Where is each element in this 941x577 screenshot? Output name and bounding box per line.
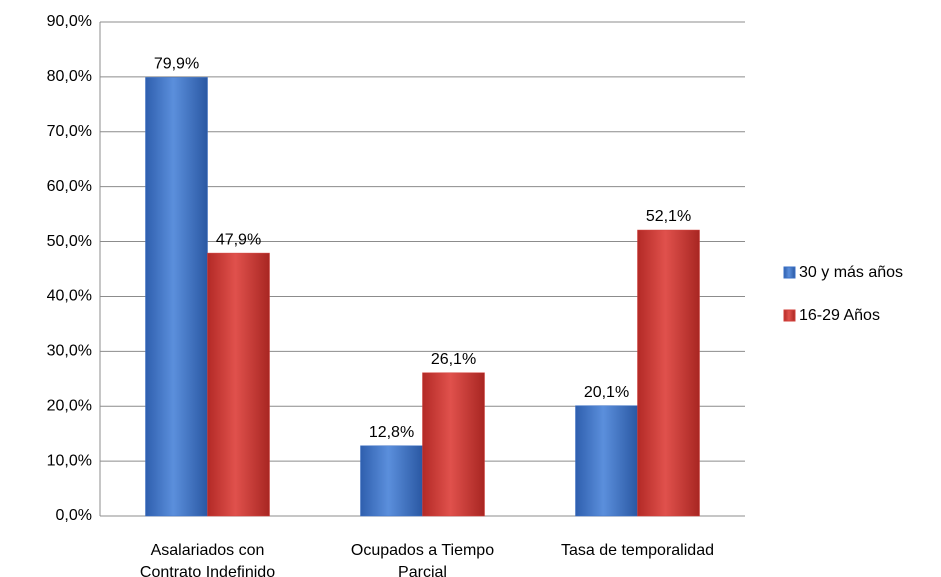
y-tick-label: 0,0% — [56, 507, 92, 524]
bar — [637, 229, 700, 517]
y-tick-label: 50,0% — [47, 233, 92, 250]
y-tick-label: 30,0% — [47, 343, 92, 360]
bar — [575, 405, 638, 517]
bar — [207, 252, 270, 517]
x-tick-label: Ocupados a Tiempo Parcial — [350, 542, 495, 577]
legend-swatch — [783, 266, 796, 279]
data-label: 12,8% — [369, 424, 414, 441]
y-tick-label: 20,0% — [47, 397, 92, 414]
legend-label: 30 y más años — [799, 264, 903, 281]
x-tick-label: Asalariados con Contrato Indefinido — [139, 542, 276, 577]
data-label: 52,1% — [646, 208, 691, 225]
bar — [145, 77, 208, 517]
y-tick-label: 80,0% — [47, 68, 92, 85]
data-label: 20,1% — [584, 384, 629, 401]
y-tick-label: 40,0% — [47, 288, 92, 305]
legend-label: 16-29 Años — [799, 307, 880, 324]
y-tick-label: 60,0% — [47, 178, 92, 195]
data-label: 47,9% — [216, 231, 261, 248]
y-tick-label: 70,0% — [47, 123, 92, 140]
x-tick-label: Tasa de temporalidad — [561, 542, 714, 559]
data-label: 26,1% — [431, 351, 476, 368]
legend-swatch — [783, 309, 796, 322]
bar — [422, 372, 485, 517]
bar — [360, 445, 423, 517]
y-tick-label: 10,0% — [47, 452, 92, 469]
data-label: 79,9% — [154, 56, 199, 73]
y-tick-label: 90,0% — [47, 13, 92, 30]
